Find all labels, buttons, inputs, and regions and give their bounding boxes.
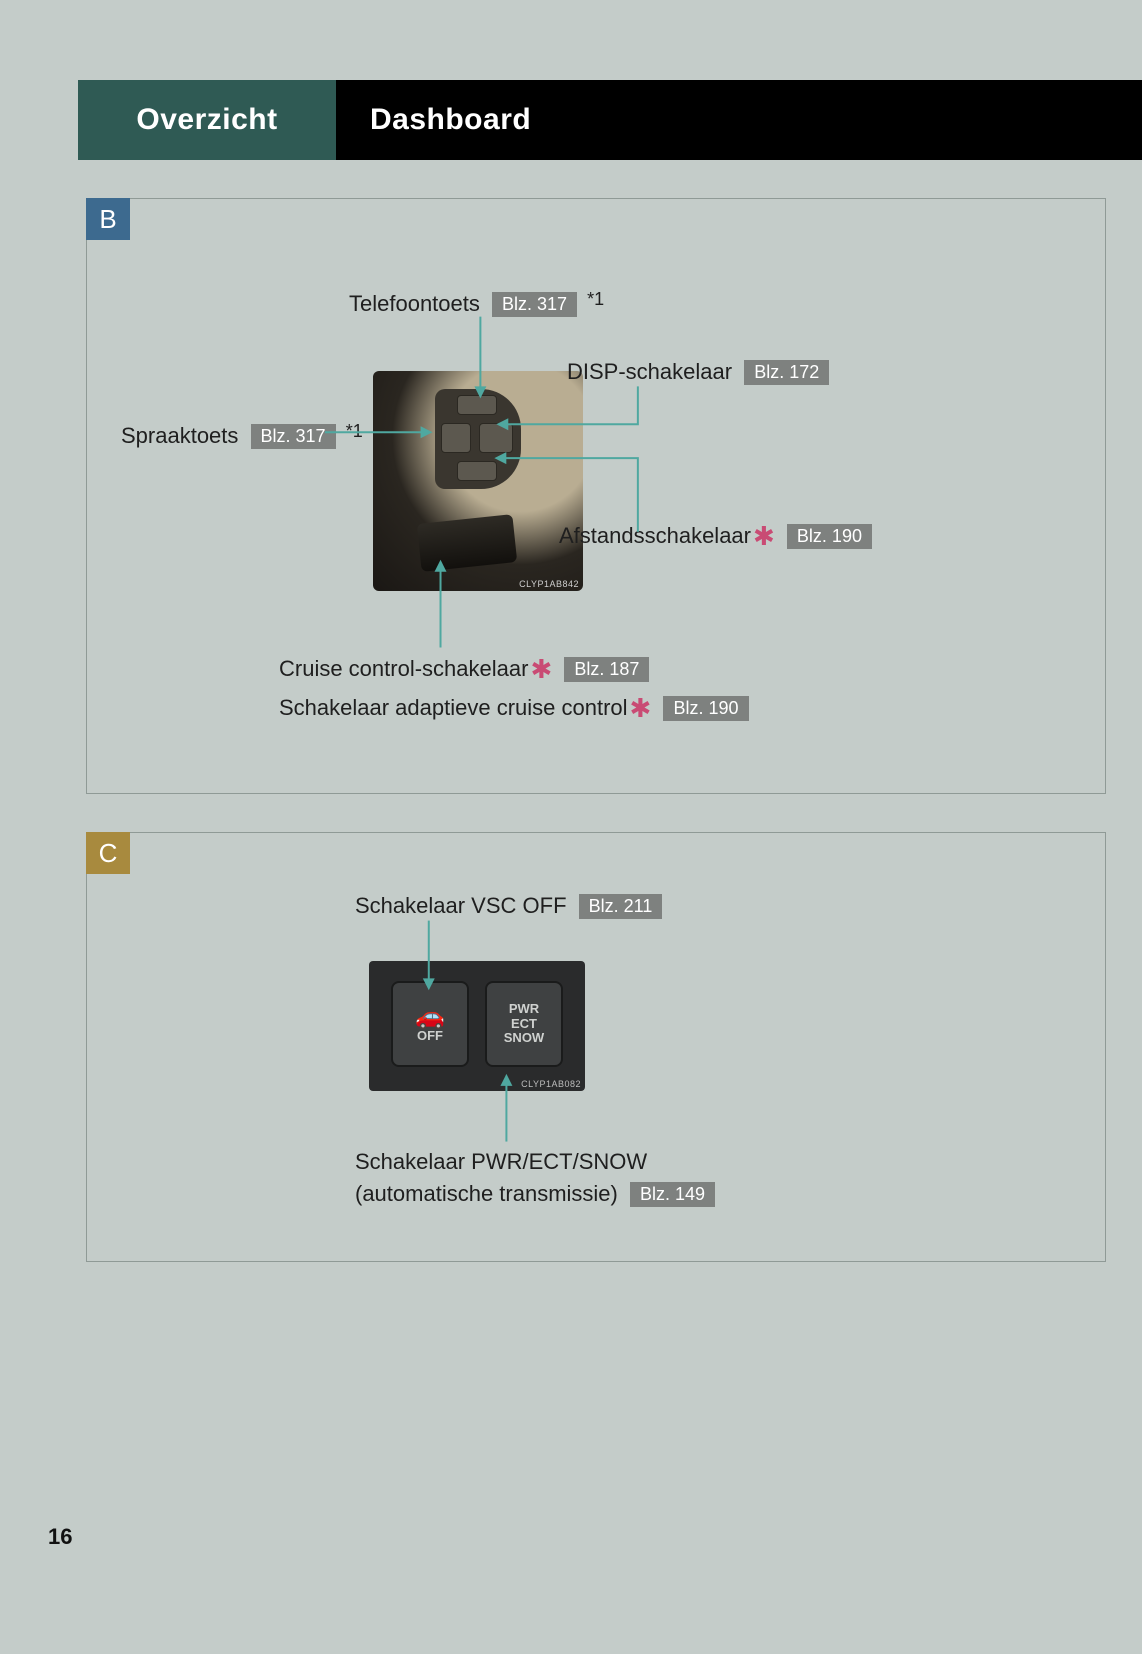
callout-disp: DISP-schakelaar Blz. 172	[567, 359, 829, 385]
callout-acc-label: Schakelaar adaptieve cruise control	[279, 695, 628, 720]
callout-distance: Afstandsschakelaar✱ Blz. 190	[559, 521, 872, 552]
console-btn-right-line3: SNOW	[504, 1031, 544, 1046]
console-btn-right-line2: ECT	[511, 1017, 537, 1032]
wheel-btn-top	[457, 395, 497, 415]
callout-voice-page: Blz. 317	[251, 424, 336, 449]
star-icon: ✱	[530, 654, 552, 684]
section-letter-b: B	[86, 198, 130, 240]
callout-acc: Schakelaar adaptieve cruise control✱ Blz…	[279, 693, 749, 724]
header-tab-dashboard: Dashboard	[336, 80, 1142, 160]
callout-cruise-page: Blz. 187	[564, 657, 649, 682]
callout-pwr-ect-line2-wrap: (automatische transmissie) Blz. 149	[355, 1181, 715, 1207]
callout-pwr-ect-page: Blz. 149	[630, 1182, 715, 1207]
callout-acc-page: Blz. 190	[663, 696, 748, 721]
page-header: Overzicht Dashboard	[78, 80, 1142, 160]
callout-vsc-page: Blz. 211	[579, 894, 663, 919]
callout-distance-page: Blz. 190	[787, 524, 872, 549]
callout-voice-label: Spraaktoets	[121, 423, 238, 448]
console-btn-pwr-ect-snow: PWR ECT SNOW	[485, 981, 563, 1067]
callout-voice-sup: *1	[346, 421, 363, 441]
wheel-button-cluster	[435, 389, 521, 489]
callout-disp-label: DISP-schakelaar	[567, 359, 732, 384]
callout-pwr-ect-line2: (automatische transmissie)	[355, 1181, 618, 1206]
cruise-control-stalk	[417, 514, 517, 572]
star-icon: ✱	[630, 693, 652, 723]
callout-phone-page: Blz. 317	[492, 292, 577, 317]
callout-phone: Telefoontoets Blz. 317 *1	[349, 289, 604, 317]
wheel-btn-left	[441, 423, 471, 453]
console-btn-right-line1: PWR	[509, 1002, 539, 1017]
callout-pwr-ect-line1: Schakelaar PWR/ECT/SNOW	[355, 1149, 715, 1175]
section-letter-c: C	[86, 832, 130, 874]
callout-pwr-ect: Schakelaar PWR/ECT/SNOW (automatische tr…	[355, 1149, 715, 1207]
console-btn-vsc-off: 🚗 OFF	[391, 981, 469, 1067]
illustration-console-switches: 🚗 OFF PWR ECT SNOW	[369, 961, 585, 1091]
car-skid-icon: 🚗	[415, 1005, 445, 1029]
star-icon: ✱	[753, 521, 775, 551]
page-number: 16	[48, 1524, 72, 1550]
illustration-steering-wheel	[373, 371, 583, 591]
section-b: B Telefoontoets Blz. 317 *1 DISP-schakel…	[86, 198, 1106, 794]
console-btn-left-line2: OFF	[417, 1029, 443, 1044]
callout-vsc-label: Schakelaar VSC OFF	[355, 893, 567, 918]
section-c: C Schakelaar VSC OFF Blz. 211 🚗 OFF PWR …	[86, 832, 1106, 1262]
callout-vsc: Schakelaar VSC OFF Blz. 211	[355, 893, 662, 919]
header-tab-overview: Overzicht	[78, 80, 336, 160]
wheel-btn-right	[479, 423, 513, 453]
callout-cruise: Cruise control-schakelaar✱ Blz. 187	[279, 654, 649, 685]
callout-disp-page: Blz. 172	[744, 360, 829, 385]
callout-phone-label: Telefoontoets	[349, 291, 480, 316]
wheel-btn-bottom	[457, 461, 497, 481]
callout-distance-label: Afstandsschakelaar	[559, 523, 751, 548]
callout-voice: Spraaktoets Blz. 317 *1	[121, 421, 363, 449]
callout-cruise-label: Cruise control-schakelaar	[279, 656, 528, 681]
callout-phone-sup: *1	[587, 289, 604, 309]
